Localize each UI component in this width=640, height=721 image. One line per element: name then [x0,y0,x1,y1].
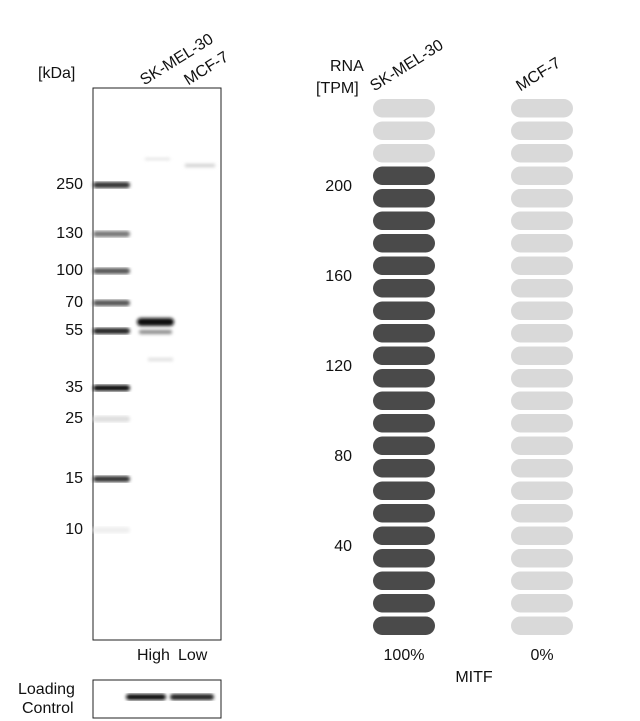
rna-pill [511,526,573,545]
rna-pill [373,414,435,433]
ladder-band [93,300,130,306]
band [185,164,215,167]
marker-label: 55 [65,322,83,339]
axis-label: [TPM] [316,80,359,97]
rna-column [373,99,435,635]
rna-pill [511,504,573,523]
loading-label: Control [22,700,74,717]
rna-pill [373,391,435,410]
rna-pill [511,279,573,298]
blot-frame [92,87,222,641]
marker-label: 130 [56,225,83,242]
loading-label: Loading [18,681,75,698]
rna-pill [511,189,573,208]
ladder-band [93,182,130,188]
rna-pill [511,391,573,410]
ladder-band [93,328,130,334]
rna-pill [373,121,435,140]
rna-pill [373,459,435,478]
rna-pill [373,346,435,365]
rna-pill [511,594,573,613]
rna-pill [511,481,573,500]
lane-level: Low [178,647,208,664]
percentage: 100% [384,647,425,664]
band [148,358,173,361]
lane-level: High [137,647,170,664]
rna-pill [511,571,573,590]
marker-label: 250 [56,176,83,193]
band [170,694,214,700]
rna-pill [373,301,435,320]
rna-pill [373,436,435,455]
sample-bands [137,158,215,361]
band [126,694,166,700]
ladder-band [93,385,130,391]
marker-label: 70 [65,294,83,311]
rna-pill [373,144,435,163]
rna-pill [511,459,573,478]
rna-pill [511,549,573,568]
marker-label: 35 [65,379,83,396]
rna-pill [373,211,435,230]
marker-label: 10 [65,521,83,538]
rna-pill [511,436,573,455]
rna-pill [511,301,573,320]
rna-pill [373,279,435,298]
y-tick-label: 160 [325,268,352,285]
cell-line: MCF-7 [513,55,564,95]
rna-pill [511,121,573,140]
rna-pill [511,369,573,388]
band [139,330,172,334]
band [137,318,174,326]
band [145,158,170,160]
ladder-band [93,268,130,274]
ladder-band [93,416,130,422]
ladder-band [93,476,130,482]
y-tick-label: 80 [334,448,352,465]
rna-pill [511,346,573,365]
rna-pill [511,616,573,635]
rna-pill [373,549,435,568]
rna-pill [373,504,435,523]
rna-pill [511,256,573,275]
rna-pill [511,324,573,343]
unit-label: [kDa] [38,65,75,82]
rna-pill [373,481,435,500]
rna-pill [373,189,435,208]
percentage: 0% [530,647,553,664]
rna-columns [373,99,573,635]
rna-pill [373,99,435,118]
ladder-band [93,527,130,533]
rna-pill [373,526,435,545]
rna-pill [511,144,573,163]
rna-pill [373,369,435,388]
rna-pill [373,616,435,635]
rna-pill [373,594,435,613]
rna-pill [373,234,435,253]
rna-pill [373,166,435,185]
axis-label: RNA [330,58,364,75]
cell-line: SK-MEL-30 [367,37,446,95]
rna-column [511,99,573,635]
marker-label: 15 [65,470,83,487]
y-tick-label: 200 [325,178,352,195]
y-tick-label: 120 [325,358,352,375]
gene: MITF [455,669,493,686]
rna-pill [511,414,573,433]
ladder-band [93,231,130,237]
loading-bands [126,694,214,700]
rna-pill [511,234,573,253]
rna-pill [511,211,573,230]
y-tick-label: 40 [334,538,352,555]
ladder [93,182,130,533]
rna-pill [373,324,435,343]
rna-pill [373,256,435,275]
rna-pill [511,166,573,185]
rna-pill [373,571,435,590]
marker-label: 25 [65,410,83,427]
marker-label: 100 [56,262,83,279]
rna-pill [511,99,573,118]
